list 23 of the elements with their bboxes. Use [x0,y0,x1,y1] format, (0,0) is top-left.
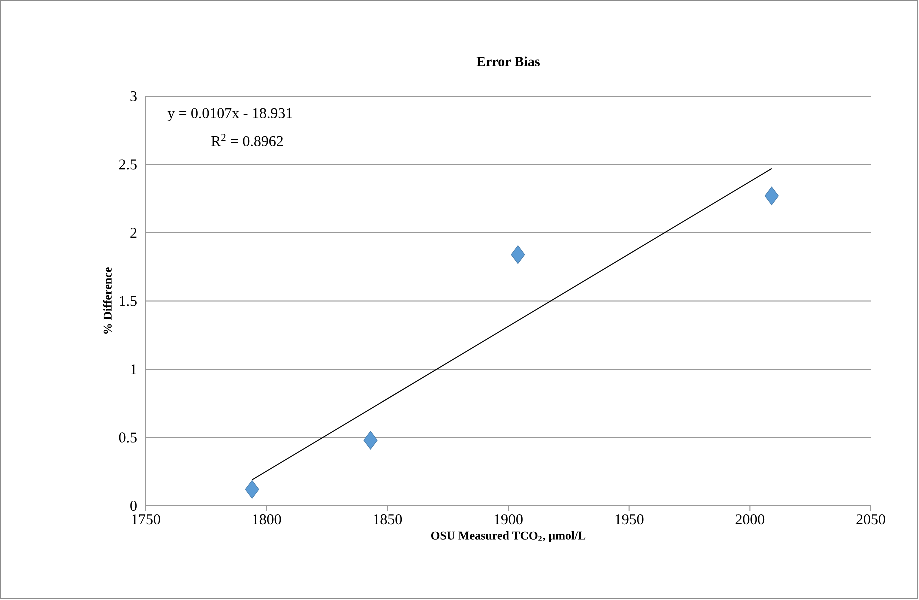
x-tick-label: 2000 [736,514,765,525]
x-tick-label: 1900 [494,514,523,525]
x-tick-label: 1800 [253,514,282,525]
point [511,246,526,264]
y-axis-title: % Difference [103,268,112,334]
x-tick-label: 2050 [856,514,886,525]
point [245,480,260,499]
y-tick-label: 2.5 [119,160,137,170]
y-tick-label: 1 [131,364,137,374]
annotation: R$^{2}$ = 0.8962 [212,134,283,146]
y-tick-label: 2 [130,228,137,238]
y-tick-label: 0.5 [119,432,137,443]
x-axis-title: OSU Measured TCO$_{2}$, μmol/L [431,531,586,542]
y-tick-label: 1.5 [120,296,137,306]
x-tick-label: 1850 [374,514,402,525]
y-tick-label: 3 [130,91,137,102]
x-tick-label: 1950 [616,514,644,525]
point [364,431,378,450]
annotation: y = 0.0107x - 18.931 [168,108,292,122]
chart-title: Error Bias [476,56,540,67]
point [764,186,779,206]
y-tick-label: 0 [130,500,137,512]
x-tick-label: 1750 [132,514,160,525]
